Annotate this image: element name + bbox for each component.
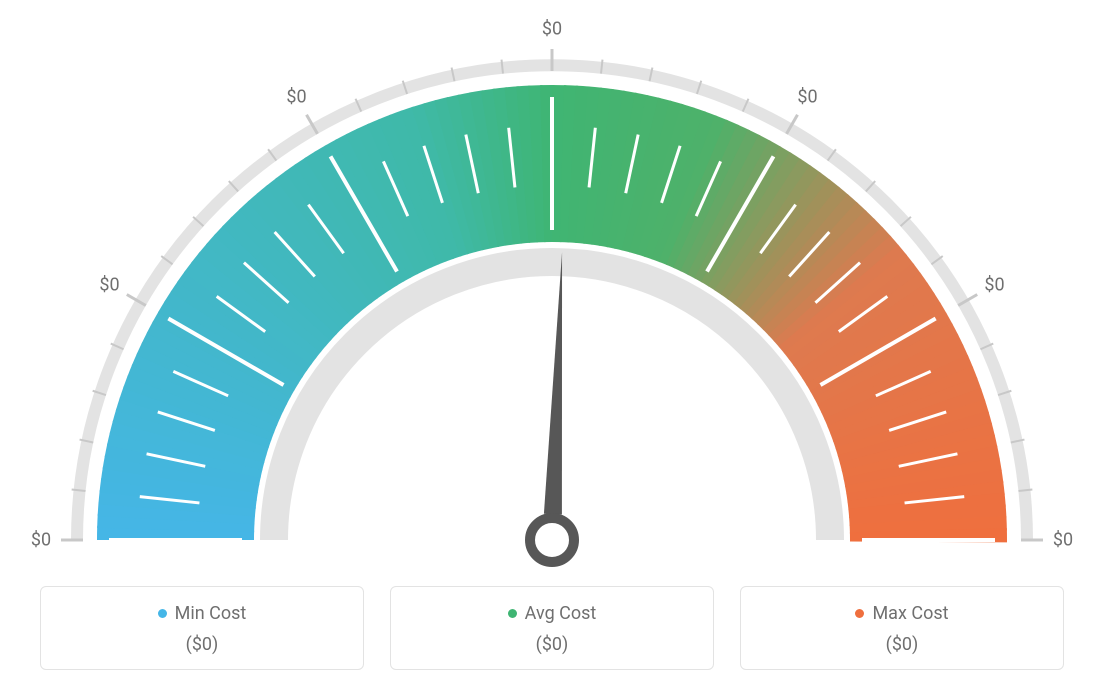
legend-dot-max xyxy=(855,609,864,618)
legend-value-max: ($0) xyxy=(753,634,1051,655)
gauge-chart: $0 $0 $0 $0 $0 $0 $0 xyxy=(0,0,1104,560)
legend-dot-avg xyxy=(508,609,517,618)
legend-card-avg: Avg Cost ($0) xyxy=(390,586,714,670)
scale-label: $0 xyxy=(31,530,51,551)
scale-label: $0 xyxy=(286,87,306,108)
scale-label: $0 xyxy=(542,19,562,40)
legend-dot-min xyxy=(158,609,167,618)
scale-label: $0 xyxy=(1053,530,1073,551)
gauge-svg xyxy=(0,0,1104,580)
scale-label: $0 xyxy=(984,274,1004,295)
legend-label-avg: Avg Cost xyxy=(525,603,597,624)
legend-card-max: Max Cost ($0) xyxy=(740,586,1064,670)
legend-value-min: ($0) xyxy=(53,634,351,655)
legend-label-min: Min Cost xyxy=(175,603,247,624)
scale-label: $0 xyxy=(99,274,119,295)
legend-card-min: Min Cost ($0) xyxy=(40,586,364,670)
legend-label-max: Max Cost xyxy=(872,603,948,624)
legend-value-avg: ($0) xyxy=(403,634,701,655)
scale-label: $0 xyxy=(797,87,817,108)
legend-row: Min Cost ($0) Avg Cost ($0) Max Cost ($0… xyxy=(40,586,1064,670)
